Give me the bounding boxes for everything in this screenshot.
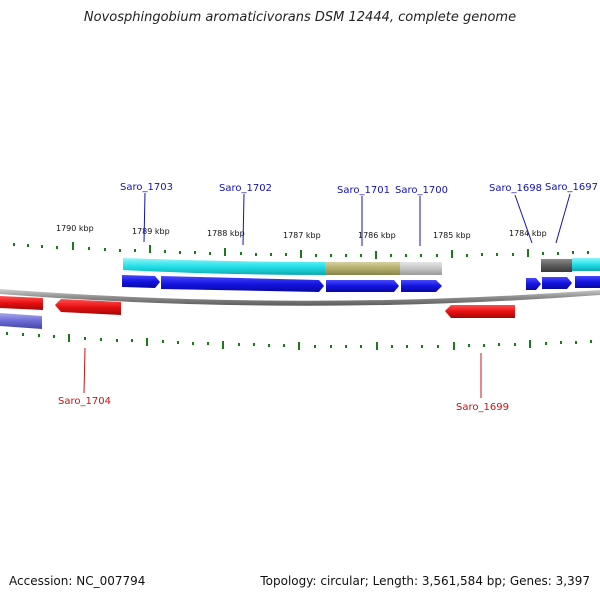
gene-label-saro-1702[interactable]: Saro_1702	[219, 183, 272, 194]
reverse-genes	[0, 296, 515, 329]
kbp-scale-labels: 1790 kbp 1789 kbp 1788 kbp 1787 kbp 1786…	[56, 224, 547, 240]
cog-segment-cyan-right	[572, 258, 600, 271]
gene-label-saro-1701[interactable]: Saro_1701	[337, 185, 390, 196]
gene-label-saro-1704[interactable]: Saro_1704	[58, 396, 111, 407]
gene-arrow-saro-1704[interactable]	[55, 299, 121, 315]
gene-arrow-saro-1701[interactable]	[326, 280, 399, 292]
outer-scale-ticks	[13, 242, 589, 259]
gene-arrow-saro-1699[interactable]	[445, 305, 515, 318]
gene-arrow-saro-1700[interactable]	[401, 280, 442, 292]
kbp-label-1787: 1787 kbp	[283, 231, 321, 240]
rna-feature-left[interactable]	[0, 313, 42, 329]
gene-label-saro-1703[interactable]: Saro_1703	[120, 182, 173, 193]
gene-label-saro-1699[interactable]: Saro_1699	[456, 402, 509, 413]
cog-segment-olive	[325, 262, 400, 275]
cog-segment-dark	[541, 259, 572, 272]
genome-backbone	[0, 289, 600, 306]
kbp-label-1790: 1790 kbp	[56, 224, 94, 233]
kbp-label-1789: 1789 kbp	[132, 227, 170, 236]
top-leader-lines	[143, 192, 571, 246]
gene-arrow-saro-1697[interactable]	[542, 277, 572, 289]
cog-band	[123, 258, 600, 275]
bottom-leader-lines	[83, 347, 482, 398]
map-title: Novosphingobium aromaticivorans DSM 1244…	[83, 10, 517, 25]
gene-arrow-offscreen-left[interactable]	[0, 296, 43, 310]
gene-label-saro-1697[interactable]: Saro_1697	[545, 182, 598, 193]
accession-text: Accession: NC_007794	[9, 574, 146, 588]
gene-arrow-saro-1703[interactable]	[122, 275, 160, 288]
kbp-label-1785: 1785 kbp	[433, 231, 471, 240]
forward-genes	[122, 275, 600, 292]
cog-segment-gray	[400, 262, 442, 275]
gene-arrow-saro-1702[interactable]	[161, 276, 324, 292]
cog-segment-cyan	[123, 258, 325, 275]
bottom-gene-labels: Saro_1704 Saro_1699	[58, 396, 509, 413]
kbp-label-1784: 1784 kbp	[509, 229, 547, 238]
gene-label-saro-1698[interactable]: Saro_1698	[489, 183, 542, 194]
gene-label-saro-1700[interactable]: Saro_1700	[395, 185, 448, 196]
top-gene-labels: Saro_1703 Saro_1702 Saro_1701 Saro_1700 …	[120, 182, 598, 196]
genome-summary-text: Topology: circular; Length: 3,561,584 bp…	[260, 574, 590, 588]
gene-arrow-offscreen-right[interactable]	[575, 276, 600, 288]
kbp-label-1786: 1786 kbp	[358, 231, 396, 240]
kbp-label-1788: 1788 kbp	[207, 229, 245, 238]
gene-arrow-saro-1698[interactable]	[526, 278, 541, 290]
inner-scale-ticks	[6, 332, 592, 350]
